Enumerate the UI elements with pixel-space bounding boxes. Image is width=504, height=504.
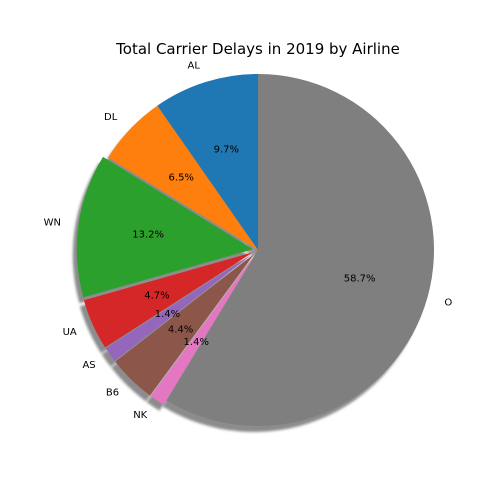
percent-label-b6: 4.4% — [168, 324, 193, 335]
slice-wn — [76, 156, 253, 298]
slice-dl — [108, 105, 258, 250]
percent-label-wn: 13.2% — [132, 230, 164, 241]
percent-labels: 9.7% 6.5% 13.2% 4.7% 1.4% 4.4% 1.4% 58.7% — [132, 144, 375, 348]
slice-label-wn: WN — [44, 218, 61, 229]
slice-label-dl: DL — [104, 112, 118, 123]
slice-label-ua: UA — [63, 327, 77, 338]
slice-al — [157, 74, 258, 250]
slice-ua — [83, 252, 254, 348]
slice-b6 — [115, 253, 255, 396]
percent-label-as: 1.4% — [155, 309, 180, 320]
slice-as — [105, 253, 254, 361]
slice-labels: AL DL WN UA AS B6 NK O — [44, 60, 453, 421]
slice-label-as: AS — [82, 360, 95, 371]
slice-label-nk: NK — [133, 410, 147, 421]
percent-label-ua: 4.7% — [144, 291, 169, 302]
slice-label-b6: B6 — [106, 387, 119, 398]
percent-label-al: 9.7% — [214, 144, 239, 155]
percent-label-nk: 1.4% — [184, 337, 209, 348]
slice-nk — [150, 254, 256, 405]
percent-label-dl: 6.5% — [169, 172, 194, 183]
percent-label-o: 58.7% — [344, 274, 376, 285]
chart-title: Total Carrier Delays in 2019 by Airline — [115, 40, 400, 58]
slice-o — [166, 74, 435, 426]
slices — [76, 74, 435, 426]
slice-label-al: AL — [187, 60, 200, 71]
slice-label-o: O — [444, 297, 452, 308]
